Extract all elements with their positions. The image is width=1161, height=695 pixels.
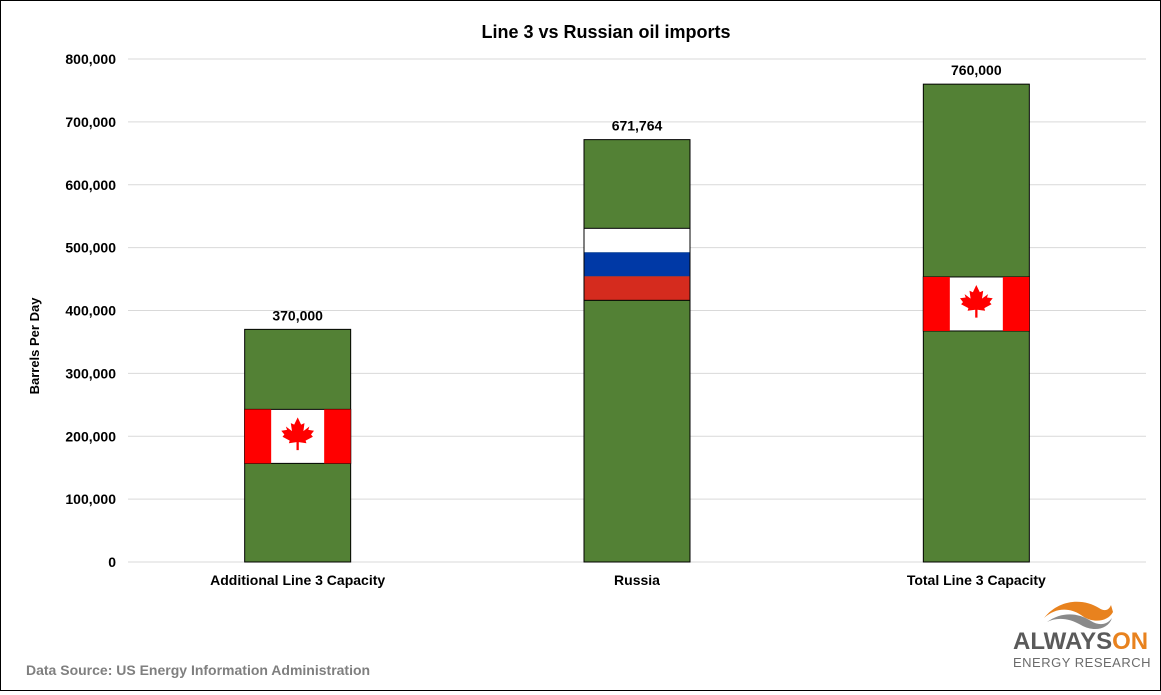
flags bbox=[244, 227, 1030, 464]
y-tick-label: 0 bbox=[108, 554, 116, 570]
company-logo: ALWAYSON ENERGY RESEARCH bbox=[1013, 601, 1151, 670]
y-tick-label: 800,000 bbox=[65, 51, 116, 67]
svg-text:ALWAYSON: ALWAYSON bbox=[1013, 628, 1148, 655]
x-axis-categories: Additional Line 3 Capacity Russia Total Li… bbox=[210, 572, 1046, 588]
y-axis-ticks: 0 100,000 200,000 300,000 400,000 500,000 600,… bbox=[65, 51, 116, 570]
logo-brand-on: ON bbox=[1112, 628, 1148, 655]
y-tick-label: 600,000 bbox=[65, 177, 116, 193]
x-category-label: Total Line 3 Capacity bbox=[907, 572, 1046, 588]
chart-title: Line 3 vs Russian oil imports bbox=[481, 22, 730, 42]
data-source-note: Data Source: US Energy Information Admin… bbox=[26, 662, 370, 678]
swoosh-logo-icon bbox=[1044, 601, 1113, 630]
flag-red-stripe bbox=[584, 276, 690, 301]
flag-white-stripe bbox=[584, 228, 690, 253]
x-category-label: Russia bbox=[614, 572, 660, 588]
y-tick-label: 200,000 bbox=[65, 428, 116, 444]
maple-leaf-icon bbox=[281, 417, 314, 451]
data-label: 760,000 bbox=[951, 62, 1002, 78]
maple-leaf-icon bbox=[960, 285, 993, 318]
bars bbox=[244, 83, 1030, 563]
canada-flag-icon bbox=[922, 276, 1030, 332]
russia-flag-icon bbox=[583, 227, 691, 301]
flag-border bbox=[583, 227, 691, 301]
y-tick-label: 400,000 bbox=[65, 303, 116, 319]
logo-brand-main: ALWAYS bbox=[1013, 628, 1112, 655]
y-tick-label: 100,000 bbox=[65, 491, 116, 507]
canada-flag-icon bbox=[244, 408, 352, 464]
y-tick-label: 500,000 bbox=[65, 240, 116, 256]
bar bbox=[583, 139, 691, 563]
x-category-label: Additional Line 3 Capacity bbox=[210, 572, 385, 588]
flag-right-band bbox=[324, 409, 351, 464]
y-axis-title: Barrels Per Day bbox=[27, 297, 42, 395]
data-label: 671,764 bbox=[612, 118, 663, 134]
flag-left-band bbox=[923, 276, 950, 331]
logo-brand-sub: ENERGY RESEARCH bbox=[1013, 655, 1151, 670]
data-label: 370,000 bbox=[272, 307, 323, 323]
flag-blue-stripe bbox=[584, 252, 690, 277]
y-tick-label: 300,000 bbox=[65, 365, 116, 381]
y-tick-label: 700,000 bbox=[65, 114, 116, 130]
data-labels: 370,000 671,764 760,000 bbox=[272, 62, 1001, 323]
flag-right-band bbox=[1002, 276, 1030, 331]
flag-left-band bbox=[244, 409, 272, 464]
